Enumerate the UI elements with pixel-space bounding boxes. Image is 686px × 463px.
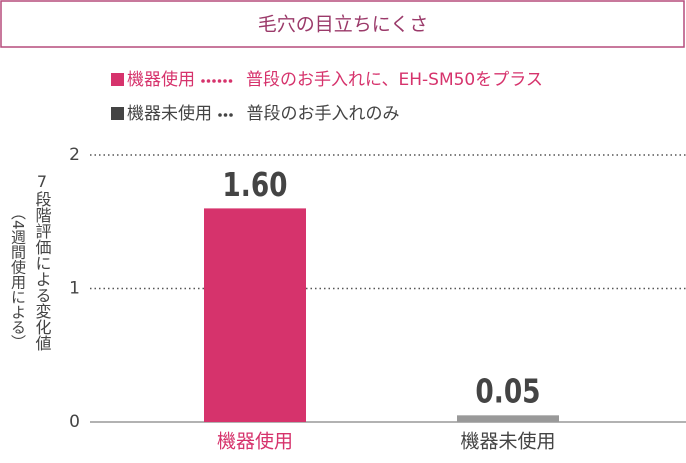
legend-dot (223, 79, 227, 83)
legend-description: 普段のお手入れのみ (247, 104, 400, 124)
title-box (0, 0, 685, 48)
legend-dot (212, 79, 216, 83)
y-tick-label: 2 (69, 145, 80, 165)
y-axis-label: 7段階評価による変化値 (33, 172, 52, 351)
legend-dot (228, 79, 233, 83)
legend-label: 機器使用 (127, 69, 195, 90)
legend-dot (217, 79, 222, 83)
x-tick-label: 機器使用 (217, 431, 293, 453)
y-axis-note: （4週間使用による） (9, 205, 27, 350)
value-label: 0.05 (475, 373, 540, 412)
bar (204, 208, 306, 422)
legend-label: 機器未使用 (127, 103, 212, 124)
legend-dot (206, 79, 211, 83)
value-label: 1.60 (222, 166, 287, 205)
legend-dot (223, 113, 228, 117)
bar (457, 415, 559, 422)
legend-description: 普段のお手入れに、EH-SM50をプラス (246, 70, 543, 90)
legend-dot (229, 113, 233, 117)
x-tick-label: 機器未使用 (460, 431, 555, 453)
y-tick-label: 0 (69, 412, 80, 432)
legend-swatch (111, 107, 124, 120)
y-tick-label: 1 (69, 279, 80, 299)
chart-title: 毛穴の目立ちにくさ (258, 14, 429, 36)
legend-dot (218, 113, 222, 117)
legend-swatch (111, 73, 124, 86)
legend-dot (201, 79, 205, 83)
